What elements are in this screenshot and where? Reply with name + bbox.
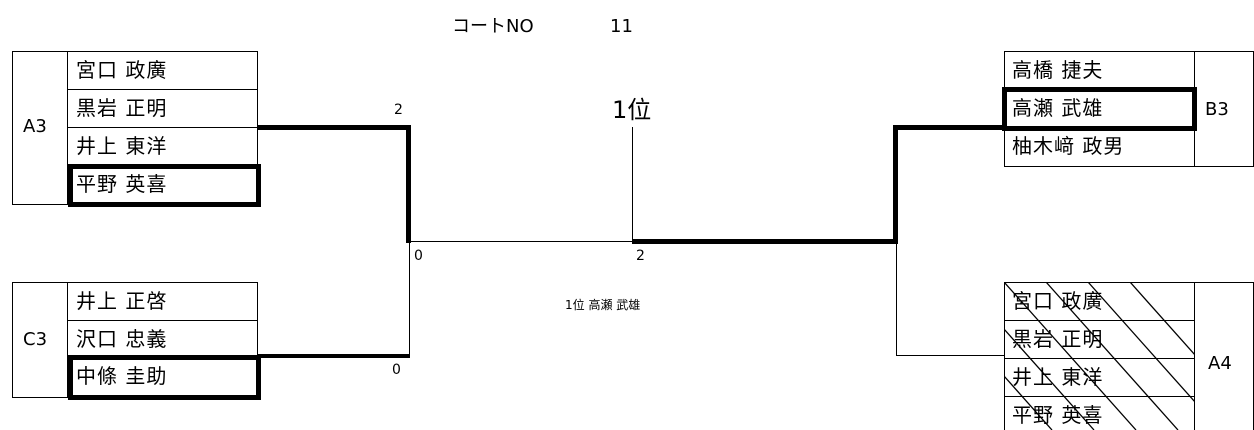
row-divider <box>67 320 258 321</box>
c3-line <box>258 354 410 358</box>
group-a3-label: A3 <box>23 116 47 137</box>
row-divider <box>1004 358 1195 359</box>
score-c3: 0 <box>392 362 401 378</box>
b3-connector <box>893 125 1004 130</box>
score-a3: 2 <box>394 102 403 118</box>
final-place-label: 1位 <box>612 96 652 124</box>
group-b3-player-1: 高橋 捷夫 <box>1012 58 1104 82</box>
group-a4-player-2: 黒岩 正明 <box>1012 327 1104 351</box>
group-a3-player-3: 井上 東洋 <box>76 134 168 158</box>
group-a4-player-1: 宮口 政廣 <box>1012 289 1104 313</box>
a4-connector <box>896 355 1004 356</box>
final-vertical <box>632 127 633 242</box>
group-a4-player-3: 井上 東洋 <box>1012 365 1104 389</box>
b3-vertical <box>893 125 898 244</box>
score-semi-left: 0 <box>414 248 423 264</box>
group-c3-player-1: 井上 正啓 <box>76 289 168 313</box>
group-a3-player-4: 平野 英喜 <box>76 172 168 196</box>
row-divider <box>67 127 258 128</box>
a3-semi-vertical <box>406 125 411 243</box>
group-a4-strike-hatching <box>1004 282 1195 430</box>
group-b3-player-3: 柚木﨑 政男 <box>1012 134 1125 158</box>
semi-to-final-line <box>408 241 633 242</box>
row-divider <box>67 89 258 90</box>
a3-advance-line <box>258 125 411 130</box>
row-divider <box>1004 396 1195 397</box>
row-divider <box>1004 320 1195 321</box>
group-a3-selected-box <box>68 164 261 207</box>
group-c3-label: C3 <box>23 329 48 350</box>
winner-text: 1位 高瀬 武雄 <box>565 298 641 312</box>
group-a3-player-2: 黒岩 正明 <box>76 96 168 120</box>
group-c3-selected-box <box>68 355 261 400</box>
court-number: 11 <box>610 16 633 37</box>
final-right-line <box>632 239 897 244</box>
group-b3-player-2: 高瀬 武雄 <box>1012 96 1104 120</box>
score-final-right: 2 <box>636 248 645 264</box>
group-b3-selected-box <box>1002 87 1197 131</box>
c3-semi-vertical <box>409 243 410 356</box>
court-label: コートNO <box>452 16 534 37</box>
group-a4-label: A4 <box>1208 353 1232 374</box>
group-a3-player-1: 宮口 政廣 <box>76 58 168 82</box>
group-c3-player-3: 中條 圭助 <box>76 364 168 388</box>
group-c3-player-2: 沢口 忠義 <box>76 327 168 351</box>
a4-vertical <box>896 244 897 356</box>
group-b3-label: B3 <box>1205 99 1229 120</box>
